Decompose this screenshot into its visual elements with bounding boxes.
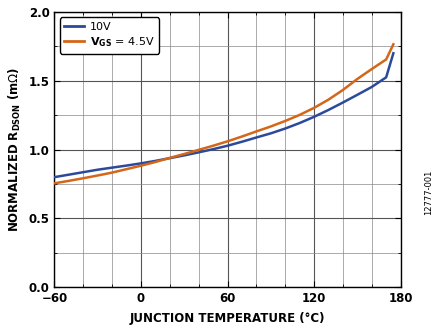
$V_{GS}$ = 4.5V xyxy=(354,77,359,81)
$V_{GS}$ = 4.5V xyxy=(167,156,172,160)
10V xyxy=(95,168,100,172)
Legend: 10V, $\mathbf{V_{GS}}$ = 4.5V: 10V, $\mathbf{V_{GS}}$ = 4.5V xyxy=(60,18,159,53)
Y-axis label: NORMALIZED R$_{\mathregular{DSON}}$ (m$\Omega$): NORMALIZED R$_{\mathregular{DSON}}$ (m$\… xyxy=(7,67,23,232)
10V xyxy=(390,51,395,55)
$V_{GS}$ = 4.5V xyxy=(282,119,287,123)
$V_{GS}$ = 4.5V xyxy=(52,181,57,185)
10V xyxy=(167,156,172,160)
10V xyxy=(124,164,129,168)
$V_{GS}$ = 4.5V xyxy=(210,144,215,148)
$V_{GS}$ = 4.5V xyxy=(196,148,201,152)
$V_{GS}$ = 4.5V xyxy=(66,179,71,183)
$V_{GS}$ = 4.5V xyxy=(253,129,258,133)
10V xyxy=(109,166,115,170)
10V xyxy=(224,144,230,148)
10V xyxy=(138,161,143,165)
10V xyxy=(181,153,187,157)
$V_{GS}$ = 4.5V xyxy=(383,57,388,61)
$V_{GS}$ = 4.5V xyxy=(138,164,143,168)
10V xyxy=(52,175,57,179)
$V_{GS}$ = 4.5V xyxy=(296,113,302,117)
$V_{GS}$ = 4.5V xyxy=(368,67,374,71)
Line: 10V: 10V xyxy=(54,53,392,177)
$V_{GS}$ = 4.5V xyxy=(152,160,158,164)
10V xyxy=(311,115,316,119)
10V xyxy=(267,131,273,135)
10V xyxy=(210,147,215,151)
10V xyxy=(354,93,359,97)
X-axis label: JUNCTION TEMPERATURE (°C): JUNCTION TEMPERATURE (°C) xyxy=(129,312,325,325)
10V xyxy=(282,126,287,130)
10V xyxy=(325,108,330,112)
10V xyxy=(66,173,71,177)
$V_{GS}$ = 4.5V xyxy=(339,88,345,92)
10V xyxy=(196,150,201,154)
10V xyxy=(152,159,158,163)
Text: 12777-001: 12777-001 xyxy=(423,170,432,215)
10V xyxy=(81,170,86,174)
$V_{GS}$ = 4.5V xyxy=(224,139,230,143)
$V_{GS}$ = 4.5V xyxy=(267,124,273,128)
10V xyxy=(368,85,374,89)
$V_{GS}$ = 4.5V xyxy=(109,171,115,175)
10V xyxy=(339,101,345,105)
$V_{GS}$ = 4.5V xyxy=(81,176,86,180)
$V_{GS}$ = 4.5V xyxy=(239,134,244,138)
$V_{GS}$ = 4.5V xyxy=(124,167,129,171)
$V_{GS}$ = 4.5V xyxy=(325,98,330,102)
$V_{GS}$ = 4.5V xyxy=(181,152,187,156)
10V xyxy=(239,140,244,144)
$V_{GS}$ = 4.5V xyxy=(390,42,395,46)
10V xyxy=(296,121,302,125)
$V_{GS}$ = 4.5V xyxy=(311,106,316,110)
$V_{GS}$ = 4.5V xyxy=(95,174,100,178)
10V xyxy=(383,75,388,79)
Line: $V_{GS}$ = 4.5V: $V_{GS}$ = 4.5V xyxy=(54,44,392,183)
10V xyxy=(253,135,258,139)
